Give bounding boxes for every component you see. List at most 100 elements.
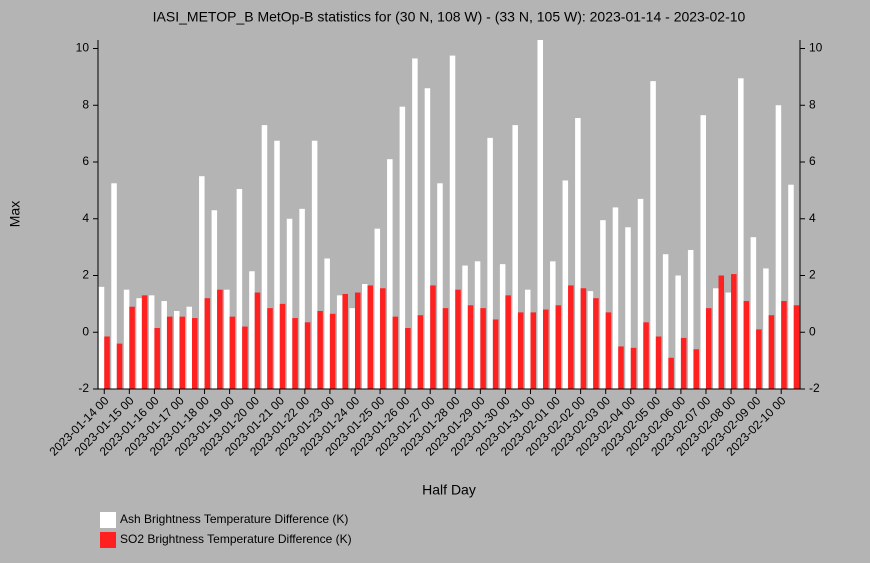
bar [637, 198, 644, 389]
bar [229, 316, 236, 389]
bar [474, 261, 481, 389]
bar [104, 336, 110, 389]
y-tick-label: 4 [82, 211, 89, 225]
bar [249, 271, 255, 389]
bar [161, 301, 167, 389]
legend-swatch [100, 532, 116, 548]
bar [781, 301, 787, 389]
bar [211, 210, 218, 389]
legend-label: SO2 Brightness Temperature Difference (K… [120, 532, 352, 546]
legend-label: Ash Brightness Temperature Difference (K… [120, 512, 348, 526]
bar [349, 308, 355, 389]
bar [593, 298, 599, 389]
bar [680, 337, 687, 389]
bar [537, 40, 544, 389]
y-tick-label: 2 [82, 268, 89, 282]
chart-title: IASI_METOP_B MetOp-B statistics for (30 … [153, 9, 746, 25]
bar [449, 55, 456, 390]
bar [505, 295, 511, 389]
bar [568, 285, 574, 389]
bar [768, 315, 775, 389]
bar [517, 312, 524, 389]
bar [630, 347, 637, 389]
bar [242, 326, 248, 389]
y2-tick-label: -2 [809, 381, 820, 395]
bar [154, 327, 160, 389]
bar [317, 310, 323, 389]
bar [763, 268, 769, 389]
bar [380, 288, 386, 389]
bar [430, 285, 436, 389]
bar [455, 289, 461, 389]
y-tick-label: 8 [82, 97, 89, 111]
bar [304, 322, 311, 389]
bar [166, 316, 173, 389]
bar [392, 316, 399, 389]
bar [437, 183, 443, 389]
bar [173, 310, 180, 389]
bar [705, 308, 712, 389]
bar [123, 289, 130, 389]
bar [743, 301, 750, 389]
y-tick-label: -2 [78, 381, 89, 395]
bar [292, 318, 298, 389]
bar [286, 218, 293, 389]
bar [580, 288, 587, 389]
bar [399, 106, 406, 389]
bar [204, 298, 211, 389]
y2-tick-label: 6 [809, 154, 816, 168]
y2-tick-label: 10 [809, 41, 823, 55]
bar [192, 318, 198, 389]
bar [775, 105, 782, 389]
bar [499, 264, 506, 389]
y-tick-label: 6 [82, 154, 89, 168]
y2-tick-label: 8 [809, 97, 816, 111]
bar [738, 78, 744, 390]
bar [442, 308, 449, 389]
bar [336, 295, 343, 389]
bar [543, 309, 549, 389]
y2-tick-label: 0 [809, 324, 816, 338]
bar [655, 336, 662, 389]
bar [267, 308, 273, 389]
bar [492, 319, 499, 389]
bar [424, 88, 431, 389]
bar [618, 346, 624, 389]
bar [718, 275, 725, 389]
bar [129, 306, 135, 389]
bar [643, 322, 649, 389]
bar [254, 292, 261, 389]
bar [387, 159, 393, 389]
bar [342, 293, 348, 389]
bar [324, 258, 330, 389]
bar [116, 343, 123, 389]
bar [367, 285, 374, 389]
y2-tick-label: 4 [809, 211, 816, 225]
bar [731, 274, 737, 389]
bar [467, 305, 474, 389]
bar [512, 125, 518, 389]
bar [524, 289, 531, 389]
bar [299, 208, 305, 389]
bar [480, 308, 486, 389]
bar [329, 313, 336, 389]
bar [274, 140, 280, 389]
bar [136, 298, 142, 389]
bar [750, 237, 757, 389]
bar [279, 303, 286, 389]
bar [650, 81, 656, 389]
bar [555, 305, 562, 389]
bar [186, 306, 193, 389]
bar [179, 316, 185, 389]
bar [141, 295, 148, 389]
bar [700, 115, 706, 390]
bar [224, 289, 230, 389]
bar [530, 312, 536, 389]
bar [148, 295, 155, 389]
bar [236, 188, 243, 389]
bar [261, 125, 268, 389]
bar [713, 288, 719, 389]
bar [562, 180, 569, 389]
bar [575, 118, 581, 390]
